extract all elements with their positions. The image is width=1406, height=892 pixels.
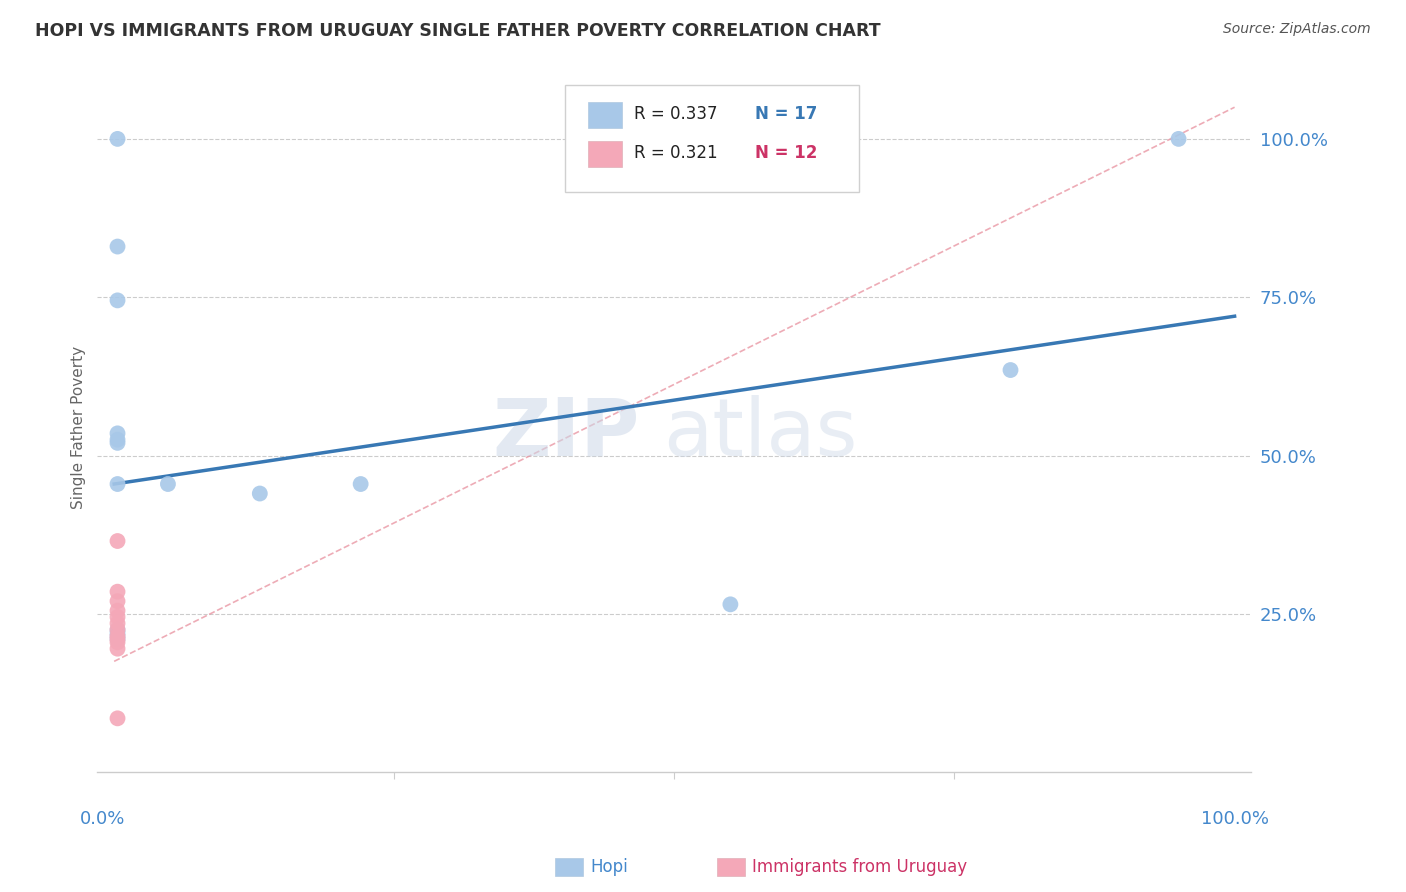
Point [107, 629, 129, 643]
FancyBboxPatch shape [588, 102, 623, 128]
Text: R = 0.337: R = 0.337 [634, 105, 717, 123]
Point [107, 635, 129, 649]
Text: Source: ZipAtlas.com: Source: ZipAtlas.com [1223, 22, 1371, 37]
Point [107, 293, 129, 308]
Point [107, 534, 129, 549]
Point [107, 239, 129, 253]
Point [107, 426, 129, 441]
Text: 0.0%: 0.0% [80, 810, 125, 828]
Text: N = 17: N = 17 [755, 105, 817, 123]
Point [107, 594, 129, 608]
Text: N = 12: N = 12 [755, 144, 817, 162]
Point [107, 610, 129, 624]
Point [249, 486, 271, 500]
Point [1167, 132, 1189, 146]
Point [107, 632, 129, 647]
Point [107, 132, 129, 146]
Point [107, 584, 129, 599]
Text: Immigrants from Uruguay: Immigrants from Uruguay [752, 858, 967, 876]
FancyBboxPatch shape [588, 141, 623, 167]
Point [107, 623, 129, 637]
Point [350, 477, 373, 491]
Point [107, 632, 129, 647]
Point [107, 625, 129, 640]
Point [107, 616, 129, 631]
Point [1000, 363, 1022, 377]
Point [107, 711, 129, 725]
Point [107, 629, 129, 643]
Text: ZIP: ZIP [492, 395, 640, 473]
Point [107, 641, 129, 656]
Text: atlas: atlas [662, 395, 858, 473]
Text: 100.0%: 100.0% [1201, 810, 1268, 828]
Point [107, 435, 129, 450]
Text: HOPI VS IMMIGRANTS FROM URUGUAY SINGLE FATHER POVERTY CORRELATION CHART: HOPI VS IMMIGRANTS FROM URUGUAY SINGLE F… [35, 22, 880, 40]
Point [107, 433, 129, 447]
Point [107, 623, 129, 637]
Y-axis label: Single Father Poverty: Single Father Poverty [72, 345, 86, 508]
Text: R = 0.321: R = 0.321 [634, 144, 717, 162]
Point [107, 604, 129, 618]
FancyBboxPatch shape [565, 86, 859, 193]
Text: Hopi: Hopi [591, 858, 628, 876]
Point [156, 477, 179, 491]
Point [107, 477, 129, 491]
Point [718, 598, 741, 612]
